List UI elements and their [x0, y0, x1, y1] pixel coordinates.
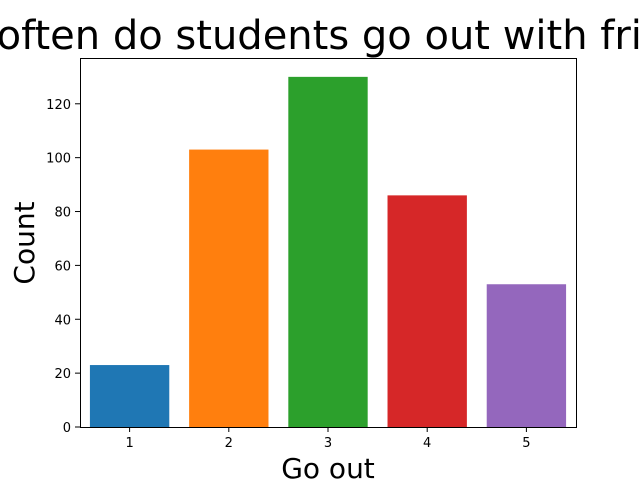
x-tick-label: 4 [423, 436, 431, 451]
bar-3 [288, 76, 368, 428]
x-tick-label: 3 [324, 436, 332, 451]
chart-title: How often do students go out with friend… [0, 13, 640, 59]
y-tick-label: 120 [46, 98, 71, 113]
bar-group [89, 76, 567, 428]
y-tick-label: 20 [54, 367, 71, 382]
y-tick-label: 60 [54, 259, 71, 274]
bar-5 [486, 284, 567, 427]
x-axis: 1 2 3 4 5 [125, 427, 531, 451]
x-tick-label: 5 [522, 436, 530, 451]
y-tick-label: 40 [54, 313, 71, 328]
x-tick-label: 2 [225, 436, 233, 451]
x-tick-label: 1 [125, 436, 133, 451]
y-tick-label: 80 [54, 206, 71, 221]
y-tick-label: 0 [63, 421, 71, 436]
y-tick-label: 100 [46, 152, 71, 167]
y-axis: 0 20 40 60 80 100 120 [46, 98, 80, 436]
bar-1 [89, 365, 170, 427]
bar-2 [189, 149, 269, 427]
y-axis-label: Count [8, 201, 41, 284]
bar-4 [387, 195, 467, 427]
plot-frame [80, 58, 577, 428]
x-axis-label: Go out [281, 452, 375, 480]
